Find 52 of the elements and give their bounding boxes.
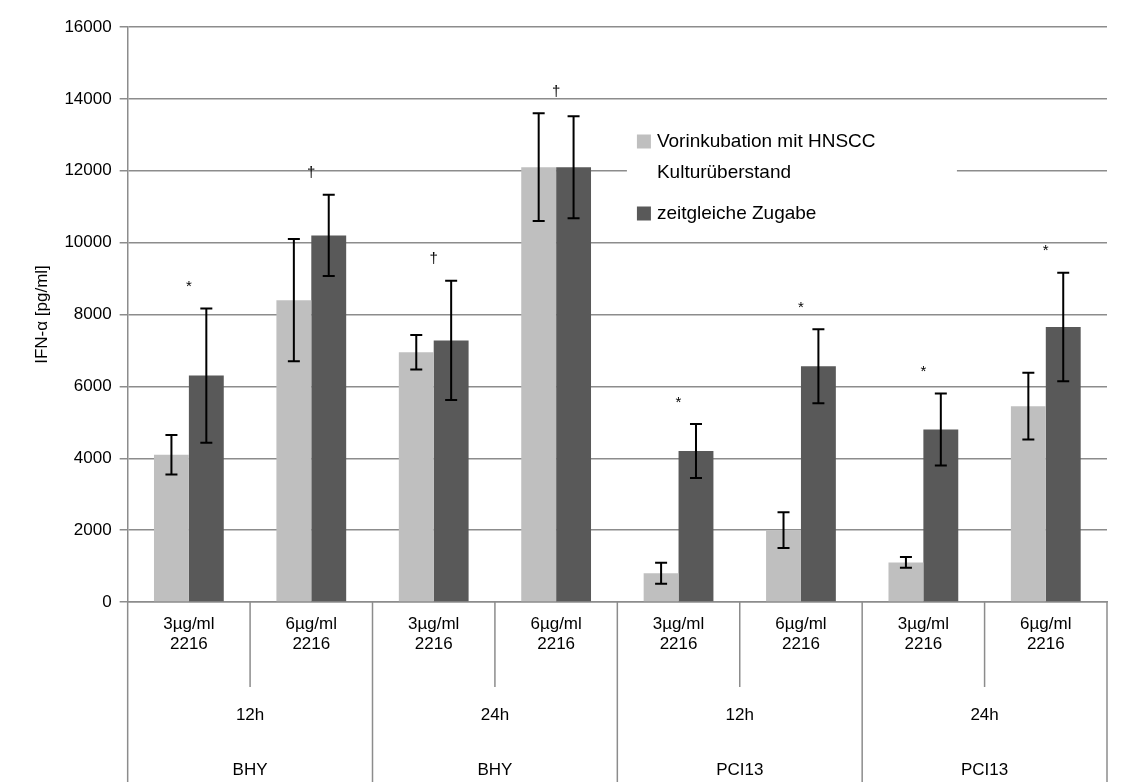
y-axis-title: IFN-α [pg/ml] bbox=[31, 265, 51, 364]
bar bbox=[188, 375, 224, 602]
annotation: † bbox=[551, 81, 561, 99]
y-tick-label: 16000 bbox=[64, 16, 112, 36]
bar bbox=[276, 300, 312, 602]
bar bbox=[766, 530, 801, 602]
annotation: † bbox=[307, 163, 316, 181]
text: 12h bbox=[235, 704, 265, 724]
bar bbox=[521, 167, 557, 602]
bar bbox=[643, 573, 679, 602]
x-tick-label: 3µg/ml 2216 bbox=[652, 613, 705, 654]
text: BHY bbox=[232, 759, 268, 779]
bar bbox=[556, 167, 592, 602]
bar bbox=[398, 352, 434, 602]
y-tick-label: 12000 bbox=[64, 160, 112, 180]
annotation: * bbox=[920, 362, 927, 380]
x-tick-label: 3µg/ml 2216 bbox=[163, 613, 215, 654]
x-tick-label: 6µg/ml 2216 bbox=[1020, 613, 1072, 654]
x-tick-label: 6µg/ml 2216 bbox=[285, 613, 337, 654]
bar bbox=[153, 454, 189, 602]
y-tick-label: 2000 bbox=[73, 519, 112, 539]
bar bbox=[311, 235, 347, 602]
annotation: † bbox=[429, 249, 438, 267]
x-tick-label: 6µg/ml 2216 bbox=[530, 613, 582, 654]
y-tick-label: 10000 bbox=[64, 232, 112, 252]
text: PCI13 bbox=[716, 759, 764, 779]
bar bbox=[923, 429, 959, 602]
x-tick-label: 3µg/ml 2216 bbox=[897, 613, 950, 654]
annotation: * bbox=[185, 277, 192, 295]
text: BHY bbox=[477, 759, 513, 779]
x-tick-label: 3µg/ml 2216 bbox=[408, 613, 460, 654]
annotation: * bbox=[1042, 241, 1049, 259]
bar bbox=[433, 340, 469, 602]
y-tick-label: 8000 bbox=[73, 304, 112, 324]
text: 12h bbox=[725, 704, 754, 724]
y-tick-label: 4000 bbox=[73, 447, 112, 467]
legend-label: zeitgleiche Zugabe bbox=[656, 201, 817, 223]
bar bbox=[1045, 327, 1081, 602]
text: PCI13 bbox=[960, 759, 1009, 779]
y-tick-label: 14000 bbox=[64, 88, 112, 108]
x-tick-label: 6µg/ml 2216 bbox=[775, 613, 827, 654]
annotation: * bbox=[798, 297, 805, 315]
bar bbox=[678, 451, 714, 602]
annotation: * bbox=[675, 392, 682, 410]
y-tick-label: 6000 bbox=[73, 376, 112, 396]
text: 24h bbox=[480, 704, 510, 724]
bar bbox=[800, 366, 836, 602]
bar bbox=[888, 562, 924, 602]
text: 24h bbox=[970, 704, 999, 724]
y-tick-label: 0 bbox=[102, 591, 112, 611]
bar bbox=[1010, 406, 1046, 602]
legend-label: Vorinkubation mit HNSCC Kulturüberstand bbox=[656, 129, 876, 182]
